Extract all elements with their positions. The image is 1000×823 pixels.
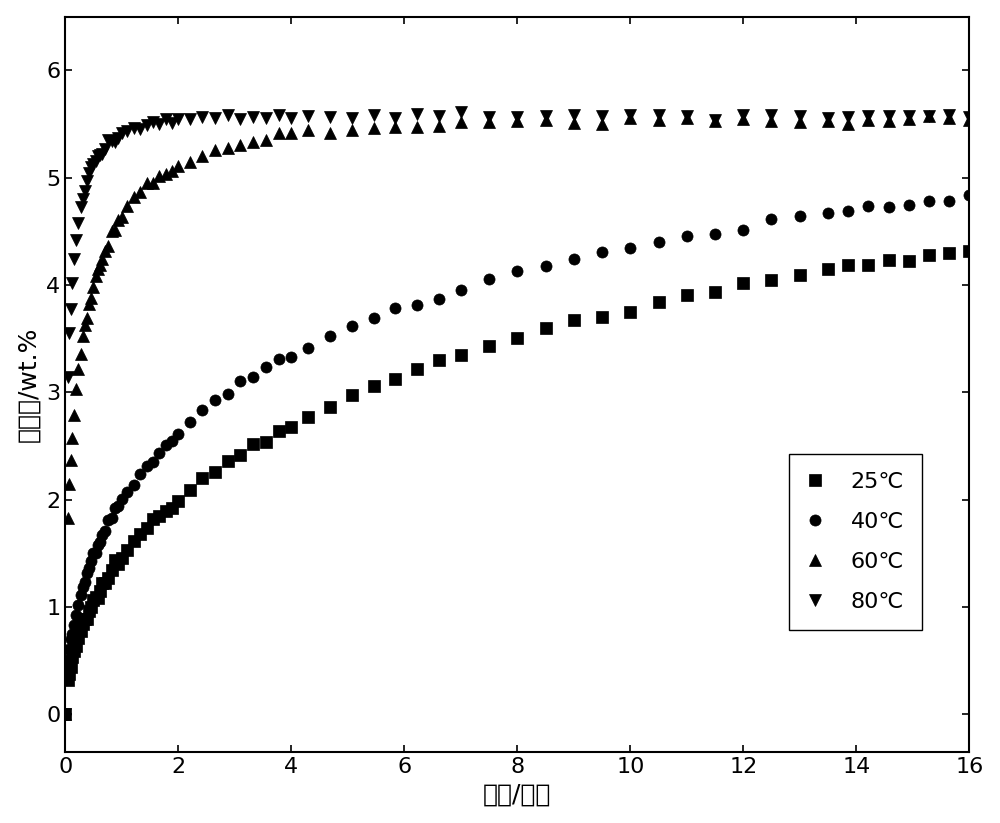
40℃ <box>59 709 71 719</box>
80℃ <box>184 114 196 124</box>
80℃ <box>102 136 114 146</box>
25℃ <box>285 421 297 431</box>
80℃ <box>455 107 467 117</box>
25℃ <box>184 485 196 495</box>
80℃ <box>59 709 71 719</box>
X-axis label: 时间/小时: 时间/小时 <box>483 783 551 807</box>
25℃ <box>883 255 895 265</box>
40℃ <box>128 480 140 490</box>
Line: 25℃: 25℃ <box>60 245 975 720</box>
40℃ <box>285 352 297 362</box>
40℃ <box>883 202 895 212</box>
Line: 60℃: 60℃ <box>60 111 975 720</box>
80℃ <box>568 109 580 119</box>
60℃ <box>923 111 935 121</box>
Line: 40℃: 40℃ <box>60 189 975 720</box>
25℃ <box>963 246 975 256</box>
60℃ <box>59 709 71 719</box>
25℃ <box>59 709 71 719</box>
40℃ <box>102 515 114 525</box>
60℃ <box>963 115 975 125</box>
Y-axis label: 吸氢量/wt.%: 吸氢量/wt.% <box>17 327 41 442</box>
25℃ <box>128 537 140 546</box>
80℃ <box>963 112 975 122</box>
Legend: 25℃, 40℃, 60℃, 80℃: 25℃, 40℃, 60℃, 80℃ <box>789 454 922 630</box>
80℃ <box>285 114 297 123</box>
60℃ <box>102 241 114 251</box>
40℃ <box>184 417 196 427</box>
25℃ <box>102 573 114 583</box>
40℃ <box>63 644 75 654</box>
60℃ <box>63 479 75 489</box>
60℃ <box>184 156 196 166</box>
40℃ <box>963 190 975 200</box>
25℃ <box>63 669 75 679</box>
60℃ <box>883 116 895 126</box>
80℃ <box>63 328 75 338</box>
60℃ <box>540 115 552 125</box>
60℃ <box>285 128 297 137</box>
Line: 80℃: 80℃ <box>60 106 975 720</box>
80℃ <box>903 111 915 121</box>
